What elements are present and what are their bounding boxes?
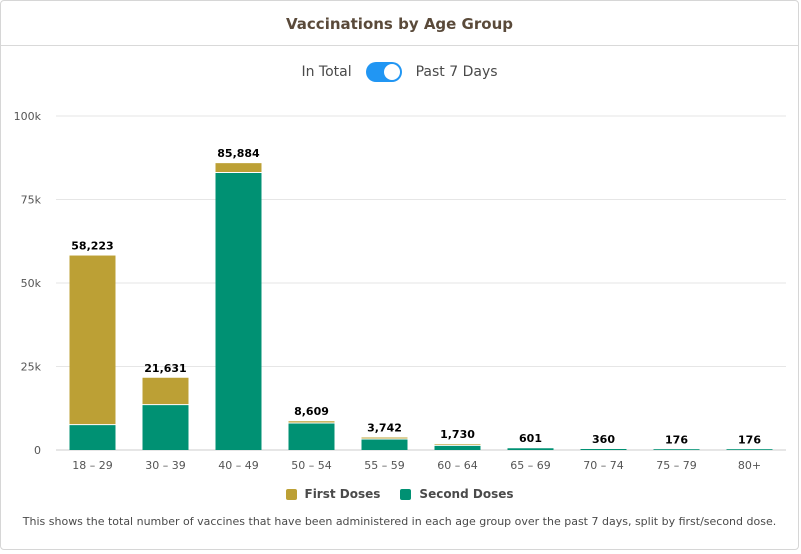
bar-second-doses	[361, 438, 408, 450]
legend-item-second-doses[interactable]: Second Doses	[400, 487, 514, 501]
legend-swatch-second	[400, 488, 412, 500]
x-tick-label: 80+	[738, 459, 761, 472]
bar-second-doses	[215, 172, 262, 451]
period-toggle-switch[interactable]	[365, 62, 402, 82]
toggle-knob	[383, 64, 400, 80]
data-label-total: 176	[665, 433, 688, 446]
bar-second-doses	[580, 448, 627, 450]
bar-first-doses	[142, 377, 189, 405]
legend-label-second: Second Doses	[419, 487, 514, 501]
bar-first-doses	[69, 255, 116, 425]
data-label-total: 3,742	[367, 422, 402, 435]
x-tick-label: 30 – 39	[145, 459, 186, 472]
x-tick-label: 18 – 29	[72, 459, 113, 472]
legend-item-first-doses[interactable]: First Doses	[285, 487, 381, 501]
data-label-total: 21,631	[144, 362, 186, 375]
bar-second-doses	[653, 449, 700, 450]
x-tick-label: 40 – 49	[218, 459, 259, 472]
x-tick-label: 60 – 64	[437, 459, 478, 472]
legend-swatch-first	[285, 488, 297, 500]
x-tick-label: 55 – 59	[364, 459, 405, 472]
page-title: Vaccinations by Age Group	[286, 15, 513, 33]
bar-second-doses	[507, 448, 554, 450]
x-tick-label: 50 – 54	[291, 459, 332, 472]
x-tick-label: 65 – 69	[510, 459, 551, 472]
y-tick-label: 50k	[21, 277, 42, 290]
period-toggle-row: In Total Past 7 Days	[1, 57, 798, 87]
bar-first-doses	[215, 163, 262, 173]
toggle-label-in-total[interactable]: In Total	[301, 64, 352, 80]
data-label-total: 85,884	[217, 147, 260, 160]
bar-second-doses	[288, 422, 335, 450]
bar-second-doses	[69, 424, 116, 450]
toggle-label-past-7-days[interactable]: Past 7 Days	[415, 64, 498, 80]
x-tick-label: 70 – 74	[583, 459, 624, 472]
bar-first-doses	[434, 444, 481, 446]
card-header: Vaccinations by Age Group	[1, 1, 798, 46]
data-label-total: 176	[738, 433, 761, 446]
y-tick-label: 0	[34, 444, 41, 457]
x-tick-label: 75 – 79	[656, 459, 697, 472]
y-tick-label: 100k	[14, 110, 42, 123]
data-label-total: 360	[592, 433, 615, 446]
legend: First Doses Second Doses	[1, 487, 798, 501]
bar-second-doses	[434, 445, 481, 450]
data-label-total: 58,223	[71, 240, 113, 253]
bar-chart: 0 25k 50k 75k 100k 58,223 18 – 29 21,631 30 – 39…	[14, 110, 786, 472]
bar-first-doses	[288, 421, 335, 423]
bar-first-doses	[361, 437, 408, 439]
data-label-total: 8,609	[294, 405, 329, 418]
y-tick-label: 25k	[21, 361, 42, 374]
data-label-total: 601	[519, 432, 542, 445]
bar-second-doses	[142, 404, 189, 450]
bar-second-doses	[726, 449, 773, 450]
chart-caption: This shows the total number of vaccines …	[22, 515, 777, 528]
legend-label-first: First Doses	[304, 487, 381, 501]
data-label-total: 1,730	[440, 428, 475, 441]
y-tick-label: 75k	[21, 194, 42, 207]
